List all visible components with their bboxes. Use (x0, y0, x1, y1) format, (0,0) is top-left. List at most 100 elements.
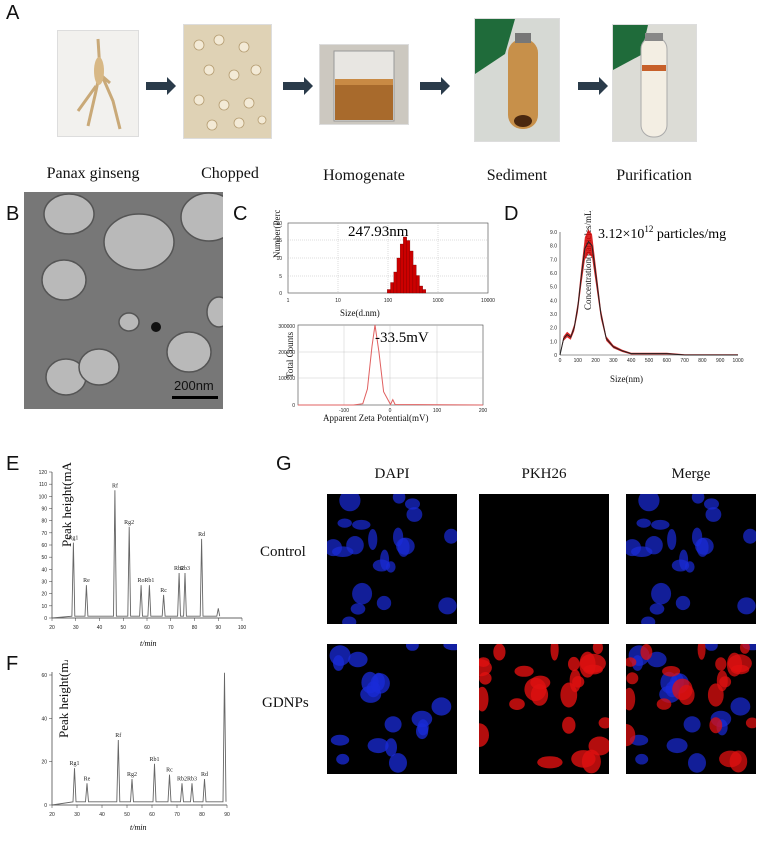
cell-signal (709, 717, 723, 734)
cell-signal (626, 672, 639, 685)
nta-ytick: 7.0 (550, 257, 557, 263)
hplc-f-ylabel: Peak height(mAU) (56, 660, 71, 738)
zeta-chart: Total Counts 0 100000 200000 300000 -100… (278, 324, 487, 414)
peak-label: Rg2 (127, 772, 137, 778)
cell-signal (626, 657, 637, 667)
nta-xtick: 600 (663, 358, 672, 364)
dls-bar (419, 285, 423, 294)
cell-signal (730, 664, 750, 675)
cell-signal (649, 603, 665, 615)
nta-ytick: 9.0 (550, 230, 557, 236)
hplc-ytick: 120 (39, 470, 48, 476)
hplc-xtick: 50 (120, 625, 126, 631)
nta-annotation: 3.12×1012 particles/mg (598, 224, 726, 242)
cell-signal (479, 686, 489, 712)
zeta-ytick: 200000 (278, 350, 295, 356)
cell-signal (530, 675, 551, 690)
cell-signal (745, 717, 756, 729)
scale-bar (172, 396, 218, 399)
cell-signal (739, 644, 750, 654)
cell-signal (348, 651, 368, 668)
ginseng-root-photo (57, 30, 139, 137)
hplc-ytick: 0 (44, 803, 47, 809)
nta-ytick: 6.0 (550, 271, 557, 277)
nta-xtick: 100 (574, 358, 583, 364)
panel-label-a: A (6, 2, 20, 24)
dls-annotation: 247.93nm (348, 224, 409, 240)
panel-label-b: B (6, 203, 20, 225)
zeta-ytick: 0 (292, 403, 295, 409)
peak-label: Rb3 (180, 566, 190, 572)
nta-ytick: 0 (554, 353, 557, 359)
sediment-tube-photo (474, 18, 560, 142)
step-label-sediment: Sediment (486, 167, 548, 184)
cell-signal (372, 559, 391, 572)
dls-bar (390, 282, 395, 294)
cell-signal (406, 644, 419, 651)
cell-signal (719, 676, 732, 688)
peak-label: Rf (112, 482, 118, 489)
cell-signal (704, 498, 719, 510)
panel-label-f: F (6, 653, 19, 675)
cell-signal (666, 738, 688, 754)
nta-xtick: 0 (559, 358, 562, 364)
cell-signal (396, 537, 415, 555)
cell-signal (737, 597, 756, 615)
cell-signal (719, 750, 742, 768)
panel-label-c: C (233, 203, 248, 225)
dls-ytick: 15 (276, 238, 282, 244)
cell-signal (675, 595, 691, 611)
peak-label: Re (83, 578, 90, 584)
hplc-xtick: 60 (144, 625, 150, 631)
dls-xtick: 100 (384, 298, 393, 304)
nta-xtick: 500 (645, 358, 654, 364)
hplc-xtick: 60 (149, 812, 155, 818)
dls-ytick: 20 (276, 221, 282, 227)
nta-xlabel: Size(nm) (610, 374, 643, 384)
nta-annotation-prefix: 3.12×10 (598, 227, 644, 242)
nta-xtick: 1000 (732, 358, 743, 364)
nta-xtick: 400 (627, 358, 636, 364)
cell-signal (366, 681, 381, 698)
hplc-ytick: 40 (41, 716, 47, 722)
dls-bar (403, 236, 407, 294)
ginseng-root-drawing (76, 38, 122, 130)
zeta-xtick: 0 (389, 408, 392, 414)
cell-signal (695, 537, 714, 555)
cell-signal (730, 697, 751, 716)
cell-signal (406, 507, 423, 522)
cell-signal (647, 651, 667, 668)
column-header-merge: Merge (671, 466, 711, 482)
cell-signal (346, 536, 364, 555)
zeta-xtick: -100 (339, 408, 349, 414)
cell-signal (571, 750, 596, 768)
nta-ytick: 4.0 (550, 298, 557, 304)
cell-signal (405, 498, 420, 510)
nta-xtick: 800 (698, 358, 707, 364)
step-label-homogenate: Homogenate (323, 167, 405, 184)
cell-signal (514, 665, 534, 677)
cell-signal (376, 595, 392, 611)
cell-signal (352, 519, 371, 530)
row-header-control: Control (260, 544, 306, 560)
nta-ytick: 3.0 (550, 312, 557, 318)
homogenate-beaker-photo (319, 44, 409, 125)
cell-signal (368, 529, 378, 550)
hplc-ytick: 30 (41, 580, 47, 586)
peak-label: Rd (201, 772, 208, 778)
step-label-chopped: Chopped (201, 165, 259, 182)
zeta-xtick: 100 (433, 408, 442, 414)
nta-xtick: 300 (609, 358, 618, 364)
cell-signal (697, 644, 706, 660)
control-dapi-image (327, 494, 457, 624)
cell-signal (352, 582, 373, 605)
nta-annotation-exponent: 12 (644, 224, 653, 234)
hplc-xtick: 100 (238, 625, 247, 631)
cell-signal (367, 738, 389, 754)
nta-chart: Concentration(particles/mL) 0 1.0 2.0 3.0 4.… (550, 210, 744, 364)
arrow-icon (146, 77, 176, 95)
dls-bars (387, 236, 427, 294)
nta-ytick: 1.0 (550, 339, 557, 345)
dls-ytick: 0 (279, 291, 282, 297)
hplc-xtick: 20 (49, 625, 55, 631)
